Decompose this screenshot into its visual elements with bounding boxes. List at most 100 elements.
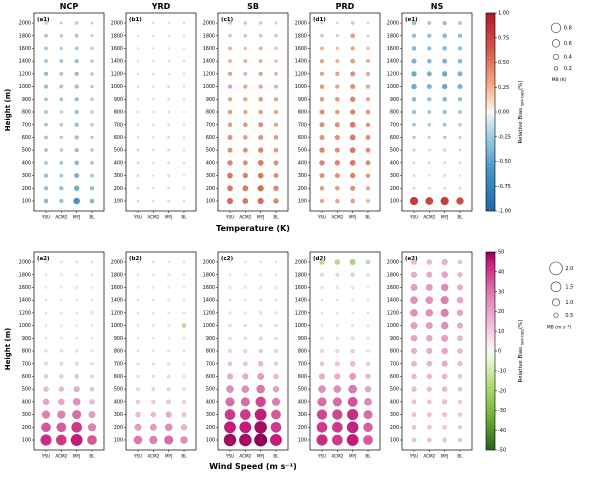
y-tick-label: 800 bbox=[298, 349, 307, 355]
bubble bbox=[242, 160, 248, 166]
bubble bbox=[239, 433, 252, 447]
bubble bbox=[427, 58, 432, 64]
bubble bbox=[364, 397, 372, 406]
bubble bbox=[428, 174, 431, 177]
bubble bbox=[442, 46, 447, 51]
bubble bbox=[443, 161, 446, 165]
bubble bbox=[182, 85, 186, 88]
bubble bbox=[59, 71, 64, 76]
bubble bbox=[428, 148, 431, 152]
bubble bbox=[426, 348, 433, 354]
bubble bbox=[182, 400, 186, 404]
bubble bbox=[242, 185, 249, 192]
bubble bbox=[363, 422, 373, 433]
bubble bbox=[320, 272, 324, 277]
colorbar-temperature: 1.00 0.75 0.50 0.25 0.00 -0.25 -0.50 -0.75 -1.00… bbox=[485, 11, 524, 215]
bubble bbox=[75, 273, 78, 277]
bubble bbox=[228, 298, 232, 302]
bubble bbox=[331, 421, 343, 433]
y-tick-label: 300 bbox=[22, 412, 31, 418]
bubble bbox=[411, 33, 417, 38]
bubble bbox=[366, 298, 370, 302]
bubble bbox=[274, 260, 278, 264]
x-tick-label: YSU bbox=[409, 454, 418, 459]
bubble bbox=[151, 399, 156, 404]
bubble bbox=[425, 197, 434, 205]
panel-tag: (a1) bbox=[37, 17, 50, 23]
bubble bbox=[243, 361, 248, 367]
panel-title: YRD bbox=[151, 2, 171, 11]
bubble bbox=[44, 59, 48, 64]
y-tick-label: 1600 bbox=[19, 46, 31, 52]
bubble bbox=[427, 46, 432, 51]
bubble bbox=[255, 396, 266, 408]
bubble bbox=[411, 412, 417, 417]
y-tick-label: 200 bbox=[206, 186, 215, 192]
bubble bbox=[74, 59, 79, 64]
bubble bbox=[181, 412, 187, 417]
bubble bbox=[60, 324, 63, 327]
y-tick-label: 1200 bbox=[387, 310, 399, 316]
bubble bbox=[224, 421, 236, 434]
bubble bbox=[228, 324, 232, 328]
bubble bbox=[90, 72, 94, 76]
x-tick-label: MYJ bbox=[441, 215, 448, 220]
bubble bbox=[228, 260, 232, 264]
bubble bbox=[273, 109, 279, 115]
bubble bbox=[350, 71, 356, 77]
bubble bbox=[364, 385, 372, 393]
y-tick-label: 200 bbox=[206, 425, 215, 431]
size-legend-circle bbox=[553, 66, 559, 71]
y-tick-label: 1800 bbox=[387, 33, 399, 39]
bubble bbox=[366, 199, 370, 203]
bubble bbox=[90, 59, 94, 63]
bubble bbox=[427, 437, 432, 443]
bubble bbox=[90, 21, 94, 25]
bubble bbox=[90, 84, 94, 89]
y-tick-label: 600 bbox=[114, 374, 123, 380]
y-tick-label: 800 bbox=[390, 349, 399, 355]
bubble bbox=[274, 349, 278, 353]
bubble bbox=[335, 34, 339, 38]
y-tick-label: 1600 bbox=[295, 285, 307, 291]
bubble bbox=[456, 197, 464, 205]
bubble bbox=[136, 387, 140, 391]
bubble bbox=[259, 34, 263, 38]
bubble bbox=[425, 284, 433, 291]
bubble bbox=[44, 260, 48, 264]
bubble bbox=[136, 60, 140, 63]
bubble bbox=[223, 433, 237, 447]
y-tick-label: 200 bbox=[114, 186, 123, 192]
bubble bbox=[366, 286, 370, 289]
size-legend-value: 0.5 bbox=[565, 313, 573, 319]
bubble bbox=[136, 260, 140, 264]
bubble bbox=[443, 148, 447, 152]
y-tick-label: 100 bbox=[298, 438, 307, 444]
y-tick-label: 2000 bbox=[387, 21, 399, 27]
bubble bbox=[182, 286, 186, 289]
panel-d2: (d2) 2000 1800 1600 1400 1200 1000 900 800 700 600… bbox=[295, 251, 381, 459]
bubble bbox=[316, 409, 328, 420]
bubble bbox=[426, 360, 433, 367]
bubble bbox=[274, 336, 278, 340]
bubble bbox=[74, 109, 79, 115]
bubble bbox=[346, 434, 359, 446]
y-tick-label: 900 bbox=[114, 97, 123, 103]
bubble bbox=[44, 324, 48, 327]
y-tick-label: 600 bbox=[206, 374, 215, 380]
bubble bbox=[273, 373, 279, 380]
bubble bbox=[59, 84, 64, 89]
y-tick-label: 800 bbox=[22, 110, 31, 116]
bubble bbox=[318, 385, 326, 393]
bubble bbox=[456, 296, 464, 304]
x-tick-label: MYJ bbox=[165, 215, 172, 220]
y-tick-label: 1200 bbox=[111, 310, 123, 316]
bubble bbox=[335, 198, 340, 204]
bubble bbox=[40, 434, 52, 446]
bubble bbox=[365, 186, 371, 191]
bubble bbox=[458, 123, 462, 127]
bubble bbox=[411, 348, 417, 354]
bubble bbox=[320, 336, 324, 340]
bubble bbox=[257, 185, 264, 192]
bubble bbox=[182, 311, 186, 315]
